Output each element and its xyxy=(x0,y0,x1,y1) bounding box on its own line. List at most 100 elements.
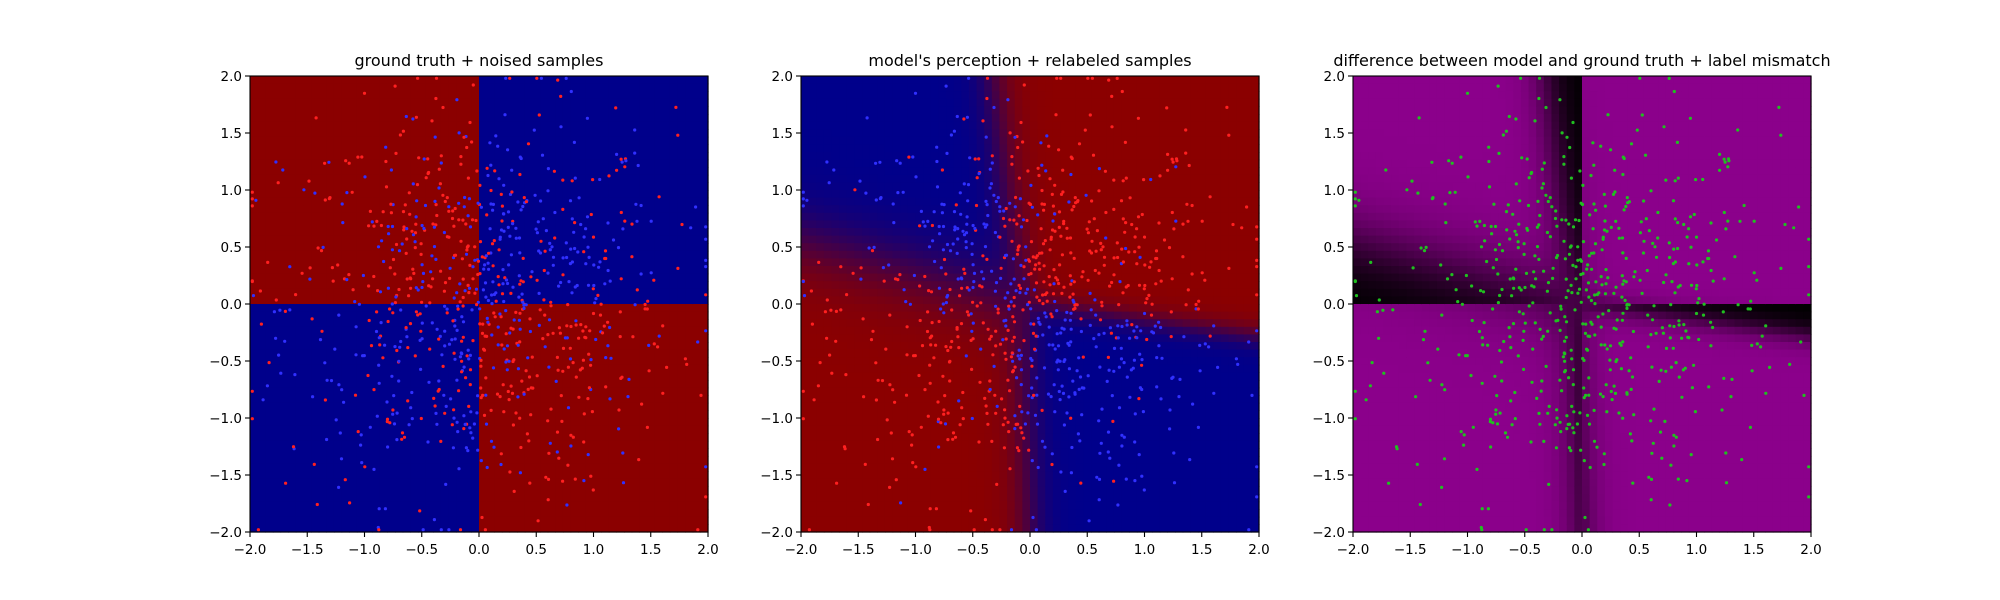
data-point xyxy=(451,446,455,450)
heatmap-cell xyxy=(669,387,679,396)
heatmap-cell xyxy=(677,129,686,138)
heatmap-cell xyxy=(547,463,556,472)
data-point xyxy=(571,435,575,439)
heatmap-cell xyxy=(318,228,327,237)
heatmap-cell xyxy=(372,440,381,449)
data-point xyxy=(502,183,506,187)
data-point xyxy=(452,224,456,228)
heatmap-cell xyxy=(555,197,564,206)
heatmap-cell xyxy=(295,106,305,115)
heatmap-cell xyxy=(486,524,495,533)
heatmap-cell xyxy=(654,98,663,107)
heatmap-cell xyxy=(425,144,434,153)
heatmap-cell xyxy=(356,144,366,153)
heatmap-cell xyxy=(669,167,679,176)
heatmap-cell xyxy=(410,144,419,153)
data-point xyxy=(453,206,457,211)
data-point xyxy=(499,228,504,232)
heatmap-cell xyxy=(517,478,526,487)
heatmap-cell xyxy=(295,220,305,229)
data-point xyxy=(391,311,395,315)
heatmap-cell xyxy=(839,228,848,237)
data-point xyxy=(450,338,454,342)
heatmap-cell xyxy=(456,342,465,351)
heatmap-cell xyxy=(265,91,274,100)
heatmap-cell xyxy=(295,174,305,183)
heatmap-cell xyxy=(265,281,274,290)
data-point xyxy=(495,392,500,396)
data-point xyxy=(594,297,598,301)
heatmap-cell xyxy=(333,273,343,282)
heatmap-cell xyxy=(433,440,442,449)
heatmap-cell xyxy=(318,319,327,328)
data-point xyxy=(323,198,327,202)
heatmap-cell xyxy=(816,326,825,335)
heatmap-cell xyxy=(333,83,343,92)
data-point xyxy=(452,416,456,420)
data-point xyxy=(511,423,515,427)
data-point xyxy=(486,261,490,265)
heatmap-cell xyxy=(372,311,381,320)
heatmap-cell xyxy=(816,440,825,449)
data-point xyxy=(391,257,396,262)
heatmap-cell xyxy=(547,418,556,427)
heatmap-cell xyxy=(410,288,419,297)
heatmap-cell xyxy=(509,235,518,244)
heatmap-cell xyxy=(494,463,503,472)
heatmap-cell xyxy=(509,410,518,419)
heatmap-cell xyxy=(801,319,810,328)
heatmap-cell xyxy=(831,212,840,221)
data-point xyxy=(491,202,495,206)
data-point xyxy=(581,329,585,333)
heatmap-cell xyxy=(631,372,640,381)
heatmap-cell xyxy=(318,136,327,145)
heatmap-cell xyxy=(265,129,274,138)
heatmap-cell xyxy=(593,296,602,305)
heatmap-cell xyxy=(479,463,488,472)
heatmap-cell xyxy=(685,304,694,313)
data-point xyxy=(549,407,553,411)
heatmap-cell xyxy=(624,494,633,503)
heatmap-cell xyxy=(356,387,366,396)
data-point xyxy=(427,380,431,384)
heatmap-cell xyxy=(417,372,427,381)
heatmap-cell xyxy=(509,83,518,92)
heatmap-cell xyxy=(395,296,404,305)
data-point xyxy=(323,361,327,365)
heatmap-cell xyxy=(616,121,625,130)
heatmap-cell xyxy=(410,524,419,533)
heatmap-cell xyxy=(250,296,259,305)
heatmap-cell xyxy=(631,463,640,472)
heatmap-cell xyxy=(700,159,709,168)
heatmap-cell xyxy=(425,342,434,351)
data-point xyxy=(535,278,539,282)
data-point xyxy=(626,395,630,399)
data-point xyxy=(384,185,389,189)
heatmap-cell xyxy=(379,129,388,138)
heatmap-cell xyxy=(532,152,541,161)
heatmap-cell xyxy=(823,266,833,275)
heatmap-cell xyxy=(585,372,595,381)
heatmap-cell xyxy=(685,357,694,366)
heatmap-cell xyxy=(555,364,564,373)
heatmap-cell xyxy=(846,91,856,100)
data-point xyxy=(337,383,341,387)
heatmap-cell xyxy=(440,220,450,229)
data-point xyxy=(445,307,449,311)
heatmap-cell xyxy=(616,486,625,495)
heatmap-cell xyxy=(816,288,825,297)
heatmap-cell xyxy=(654,463,663,472)
heatmap-cell xyxy=(555,334,564,343)
heatmap-cell xyxy=(303,167,312,176)
heatmap-cell xyxy=(280,205,289,214)
heatmap-cell xyxy=(364,159,373,168)
heatmap-cell xyxy=(547,167,556,176)
heatmap-cell xyxy=(801,486,810,495)
heatmap-cell xyxy=(662,281,671,290)
data-point xyxy=(442,230,446,235)
heatmap-cell xyxy=(532,258,541,267)
heatmap-cell xyxy=(356,159,366,168)
heatmap-cell xyxy=(250,136,259,145)
heatmap-cell xyxy=(250,159,259,168)
data-point xyxy=(384,145,388,149)
